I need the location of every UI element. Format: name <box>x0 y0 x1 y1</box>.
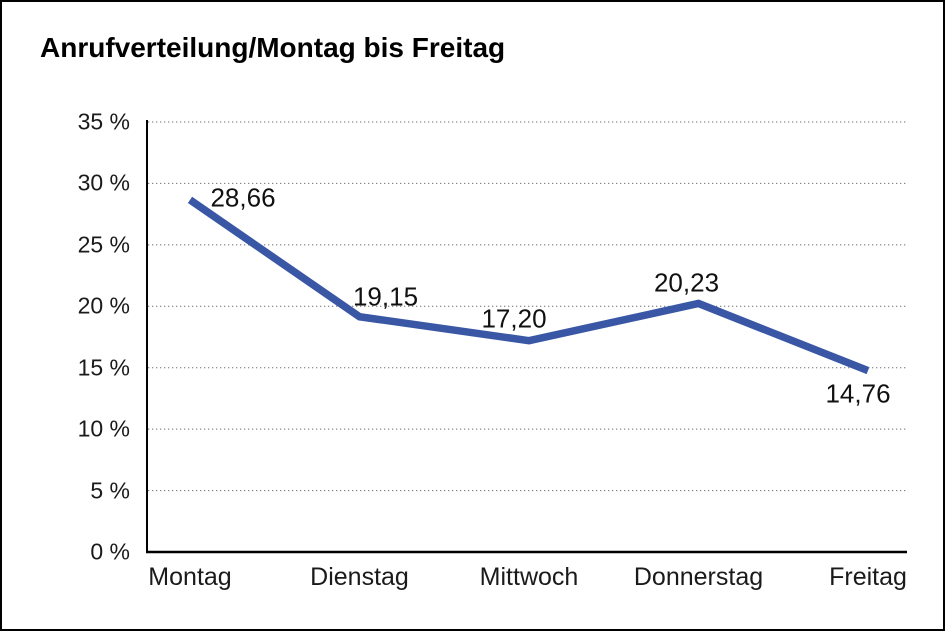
chart-title: Anrufverteilung/Montag bis Freitag <box>40 32 506 63</box>
y-tick-label: 25 % <box>77 231 130 258</box>
data-point-label: 14,76 <box>825 378 891 409</box>
x-category-label: Montag <box>148 563 232 591</box>
y-tick-label: 0 % <box>90 538 130 565</box>
data-point-label: 20,23 <box>653 267 720 298</box>
x-category-label: Mittwoch <box>479 563 579 591</box>
x-category-label: Freitag <box>829 563 907 591</box>
x-category-label: Donnerstag <box>633 563 764 591</box>
y-tick-label: 30 % <box>77 169 130 196</box>
y-tick-label: 15 % <box>77 354 130 381</box>
data-series-line <box>187 196 870 375</box>
y-tick-label: 10 % <box>77 415 130 442</box>
data-point-label: 19,15 <box>352 281 419 312</box>
y-tick-label: 35 % <box>77 108 130 135</box>
data-point-label: 28,66 <box>210 182 276 213</box>
x-category-label: Dienstag <box>310 563 409 591</box>
y-tick-label: 5 % <box>90 477 130 504</box>
y-tick-label: 20 % <box>77 292 130 319</box>
data-point-label: 17,20 <box>481 303 547 334</box>
